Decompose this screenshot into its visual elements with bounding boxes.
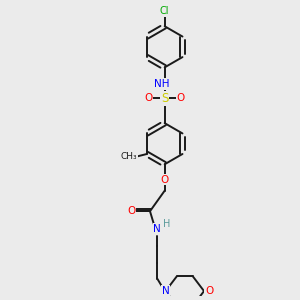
Text: O: O xyxy=(144,93,153,103)
Text: O: O xyxy=(160,175,169,184)
Text: H: H xyxy=(163,219,170,229)
Text: Cl: Cl xyxy=(160,6,169,16)
Text: N: N xyxy=(162,286,170,296)
Text: NH: NH xyxy=(154,79,170,89)
Text: S: S xyxy=(161,92,168,105)
Text: CH₃: CH₃ xyxy=(120,152,137,161)
Text: N: N xyxy=(154,224,161,234)
Text: O: O xyxy=(128,206,136,216)
Text: O: O xyxy=(205,286,213,296)
Text: O: O xyxy=(177,93,185,103)
